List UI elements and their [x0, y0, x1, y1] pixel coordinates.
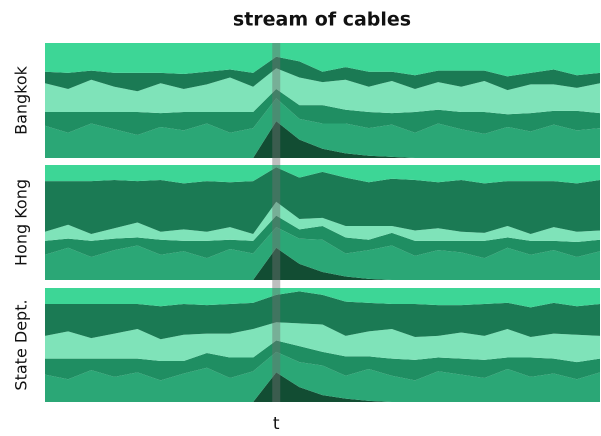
stream-layer: [45, 89, 600, 135]
stream-layer: [45, 322, 600, 363]
stream-layer: [45, 167, 600, 234]
highlight-band: [272, 43, 281, 402]
stream-layer: [45, 291, 600, 340]
stream-layer: [45, 227, 600, 280]
stream-layer: [45, 372, 600, 402]
stream-layer: [45, 351, 600, 402]
chart-title: stream of cables: [233, 9, 411, 31]
stream-layer: [45, 98, 600, 158]
stream-layer: [45, 215, 600, 259]
panel-label: State Dept.: [12, 299, 31, 390]
stream-layer: [45, 340, 600, 381]
stream-layer: [45, 56, 600, 92]
stream-layer: [45, 165, 600, 184]
stream-layer: [45, 68, 600, 115]
stream-layer: [45, 247, 600, 280]
panel-label: Hong Kong: [12, 179, 31, 266]
stream-layer: [45, 43, 600, 77]
stream-layer: [45, 201, 600, 243]
stream-layer: [45, 288, 600, 308]
stream-layer: [45, 121, 600, 158]
panel-label: Bangkok: [12, 65, 31, 135]
x-axis-label: t: [273, 414, 280, 432]
